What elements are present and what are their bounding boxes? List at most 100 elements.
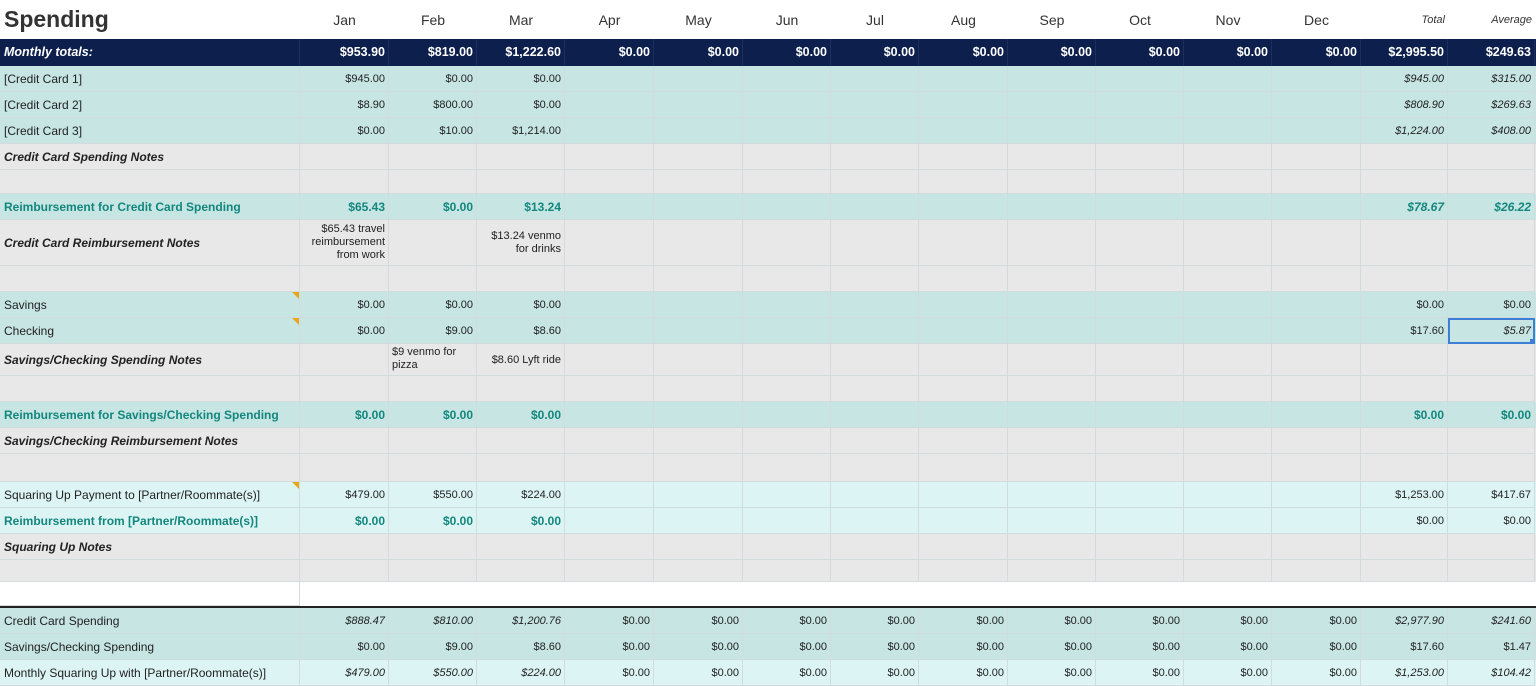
- month-header[interactable]: Jan: [333, 11, 356, 28]
- cell[interactable]: [743, 454, 831, 482]
- row-label[interactable]: [Credit Card 3]: [0, 118, 300, 144]
- total-cell[interactable]: $1,224.00: [1361, 118, 1448, 144]
- month-header[interactable]: Jun: [775, 11, 799, 28]
- cell[interactable]: $0.00: [1008, 660, 1096, 686]
- note-cell[interactable]: $8.60 Lyft ride: [477, 344, 565, 376]
- cell[interactable]: [919, 402, 1008, 428]
- cell[interactable]: [831, 118, 919, 144]
- cell[interactable]: [1096, 220, 1184, 266]
- cell[interactable]: [1448, 266, 1535, 292]
- cell[interactable]: [1096, 508, 1184, 534]
- cell[interactable]: [0, 266, 300, 292]
- cell[interactable]: [1096, 428, 1184, 454]
- fill-handle-icon[interactable]: [1530, 339, 1534, 343]
- cell[interactable]: [1096, 482, 1184, 508]
- cell[interactable]: [1272, 560, 1361, 582]
- cell[interactable]: [1184, 402, 1272, 428]
- cell[interactable]: [1448, 376, 1535, 402]
- row-label[interactable]: Checking: [0, 318, 300, 344]
- cell[interactable]: [1361, 266, 1448, 292]
- cell[interactable]: $0.00: [300, 118, 389, 144]
- cell[interactable]: [919, 428, 1008, 454]
- cell[interactable]: [919, 292, 1008, 318]
- cell[interactable]: [565, 170, 654, 194]
- cell[interactable]: [831, 482, 919, 508]
- cell[interactable]: $0.00: [1096, 660, 1184, 686]
- cell[interactable]: $819.00: [389, 39, 477, 66]
- cell[interactable]: [1184, 144, 1272, 170]
- cell[interactable]: [831, 170, 919, 194]
- cell[interactable]: [1272, 118, 1361, 144]
- cell[interactable]: [1184, 118, 1272, 144]
- cell[interactable]: $1,200.76: [477, 608, 565, 634]
- cell[interactable]: [389, 560, 477, 582]
- cell[interactable]: [1184, 482, 1272, 508]
- average-cell-selected[interactable]: $5.87: [1448, 318, 1535, 344]
- cell[interactable]: [1184, 266, 1272, 292]
- cell[interactable]: [389, 170, 477, 194]
- cell[interactable]: $1,222.60: [477, 39, 565, 66]
- cell[interactable]: [654, 482, 743, 508]
- cell[interactable]: [831, 292, 919, 318]
- cell[interactable]: [1272, 534, 1361, 560]
- note-cell[interactable]: $13.24 venmo for drinks: [477, 220, 565, 266]
- total-header[interactable]: Total: [1421, 13, 1445, 26]
- cell[interactable]: [1361, 144, 1448, 170]
- cell[interactable]: [654, 454, 743, 482]
- cell[interactable]: $550.00: [389, 482, 477, 508]
- row-label[interactable]: Squaring Up Notes: [0, 534, 300, 560]
- average-cell[interactable]: $241.60: [1448, 608, 1535, 634]
- cell[interactable]: [300, 376, 389, 402]
- comment-indicator-icon[interactable]: [292, 482, 299, 489]
- cell[interactable]: [919, 560, 1008, 582]
- cell[interactable]: [1096, 92, 1184, 118]
- total-cell[interactable]: $17.60: [1361, 318, 1448, 344]
- cell[interactable]: [477, 534, 565, 560]
- cell[interactable]: [1184, 170, 1272, 194]
- cell[interactable]: [919, 144, 1008, 170]
- cell[interactable]: $0.00: [654, 660, 743, 686]
- cell[interactable]: [743, 194, 831, 220]
- cell[interactable]: [1272, 292, 1361, 318]
- cell[interactable]: $65.43: [300, 194, 389, 220]
- total-cell[interactable]: $2,995.50: [1361, 39, 1448, 66]
- cell[interactable]: [743, 170, 831, 194]
- cell[interactable]: [1448, 344, 1535, 376]
- cell[interactable]: [389, 454, 477, 482]
- cell[interactable]: [389, 534, 477, 560]
- cell[interactable]: [1008, 428, 1096, 454]
- comment-indicator-icon[interactable]: [292, 318, 299, 325]
- row-label[interactable]: Savings/Checking Spending: [0, 634, 300, 660]
- cell[interactable]: [300, 428, 389, 454]
- cell[interactable]: $0.00: [1184, 660, 1272, 686]
- cell[interactable]: [1448, 144, 1535, 170]
- average-cell[interactable]: $0.00: [1448, 402, 1535, 428]
- total-cell[interactable]: $0.00: [1361, 508, 1448, 534]
- cell[interactable]: [654, 402, 743, 428]
- cell[interactable]: [1096, 376, 1184, 402]
- cell[interactable]: [831, 92, 919, 118]
- cell[interactable]: [654, 194, 743, 220]
- cell[interactable]: [565, 428, 654, 454]
- cell[interactable]: [1096, 344, 1184, 376]
- row-label[interactable]: Monthly totals:: [0, 39, 300, 66]
- cell[interactable]: [919, 66, 1008, 92]
- cell[interactable]: [477, 428, 565, 454]
- cell[interactable]: $0.00: [654, 608, 743, 634]
- cell[interactable]: [1008, 92, 1096, 118]
- cell[interactable]: [1096, 292, 1184, 318]
- cell[interactable]: [389, 220, 477, 266]
- row-label[interactable]: Credit Card Spending: [0, 608, 300, 634]
- cell[interactable]: [565, 344, 654, 376]
- cell[interactable]: $0.00: [1272, 608, 1361, 634]
- cell[interactable]: [0, 454, 300, 482]
- cell[interactable]: [1008, 292, 1096, 318]
- cell[interactable]: [919, 454, 1008, 482]
- cell[interactable]: $0.00: [565, 634, 654, 660]
- cell[interactable]: [1096, 170, 1184, 194]
- cell[interactable]: $0.00: [831, 608, 919, 634]
- cell[interactable]: $224.00: [477, 482, 565, 508]
- cell[interactable]: [1184, 292, 1272, 318]
- cell[interactable]: $1,214.00: [477, 118, 565, 144]
- cell[interactable]: $9.00: [389, 634, 477, 660]
